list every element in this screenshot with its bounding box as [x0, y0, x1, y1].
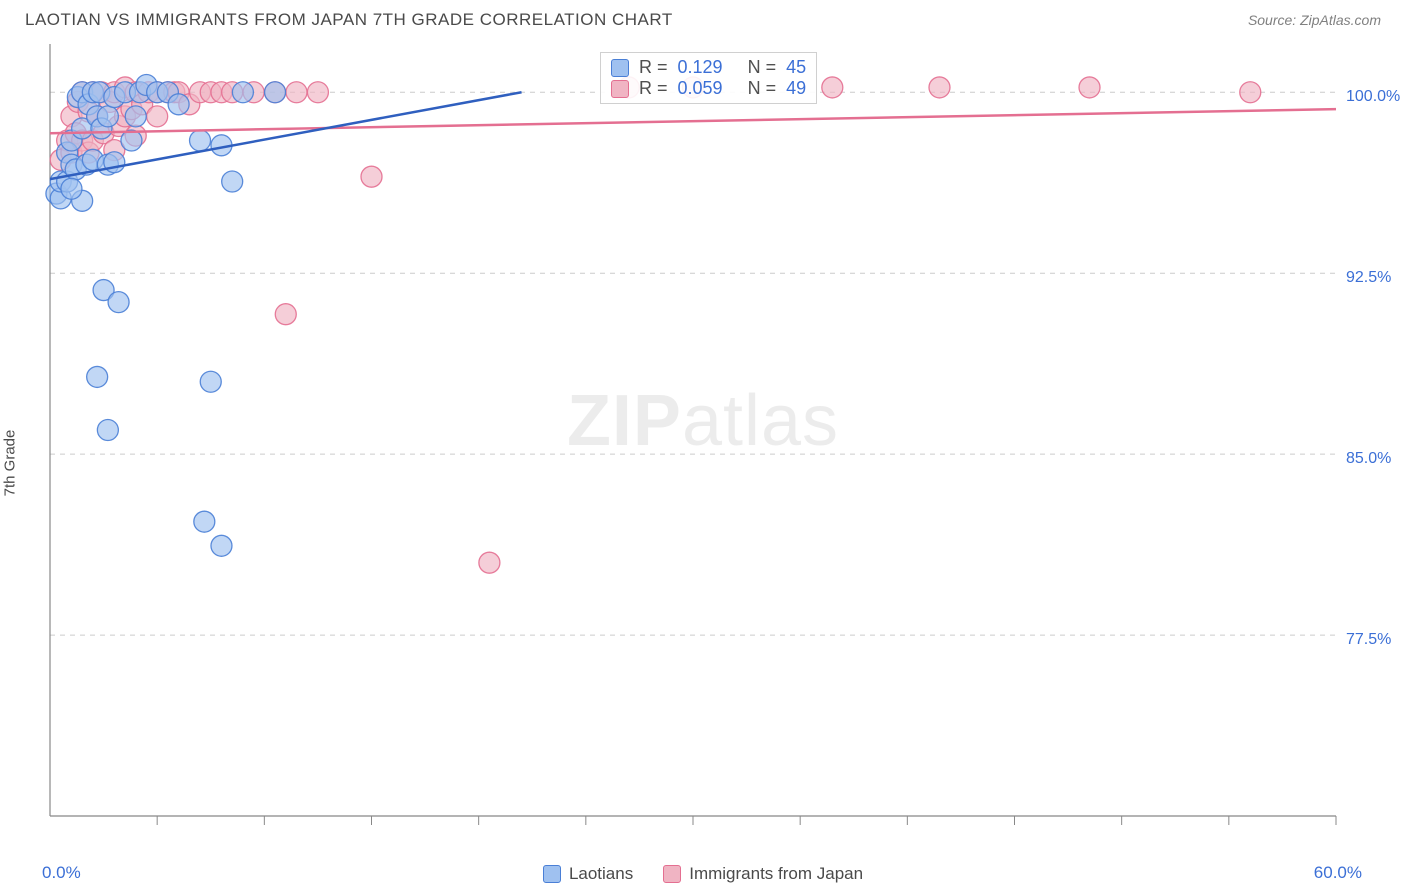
legend-swatch-japan — [663, 865, 681, 883]
chart-title: LAOTIAN VS IMMIGRANTS FROM JAPAN 7TH GRA… — [25, 10, 673, 30]
chart-source: Source: ZipAtlas.com — [1248, 12, 1381, 28]
stats-n-key: N = — [748, 78, 777, 99]
stats-row: R = 0.129 N = 45 — [611, 57, 806, 78]
chart-header: LAOTIAN VS IMMIGRANTS FROM JAPAN 7TH GRA… — [0, 0, 1406, 38]
legend-item-japan: Immigrants from Japan — [663, 864, 863, 884]
legend-item-laotians: Laotians — [543, 864, 633, 884]
stats-row: R = 0.059 N = 49 — [611, 78, 806, 99]
stats-legend-box: R = 0.129 N = 45 R = 0.059 N = 49 — [600, 52, 817, 104]
stats-r-key: R = — [639, 57, 668, 78]
stats-n-value: 45 — [786, 57, 806, 78]
y-axis-label: 7th Grade — [2, 430, 19, 497]
stats-swatch — [611, 59, 629, 77]
y-tick-label: 100.0% — [1346, 88, 1400, 106]
scatter-plot — [0, 38, 1406, 858]
legend-bottom: Laotians Immigrants from Japan — [0, 864, 1406, 884]
y-tick-label: 85.0% — [1346, 450, 1391, 468]
legend-label-laotians: Laotians — [569, 864, 633, 884]
stats-r-key: R = — [639, 78, 668, 99]
legend-label-japan: Immigrants from Japan — [689, 864, 863, 884]
stats-n-key: N = — [748, 57, 777, 78]
y-tick-label: 77.5% — [1346, 631, 1391, 649]
stats-r-value: 0.059 — [678, 78, 723, 99]
chart-area: 7th Grade ZIPatlas R = 0.129 N = 45 R = … — [0, 38, 1406, 888]
stats-n-value: 49 — [786, 78, 806, 99]
y-tick-label: 92.5% — [1346, 269, 1391, 287]
stats-r-value: 0.129 — [678, 57, 723, 78]
legend-swatch-laotians — [543, 865, 561, 883]
stats-swatch — [611, 80, 629, 98]
